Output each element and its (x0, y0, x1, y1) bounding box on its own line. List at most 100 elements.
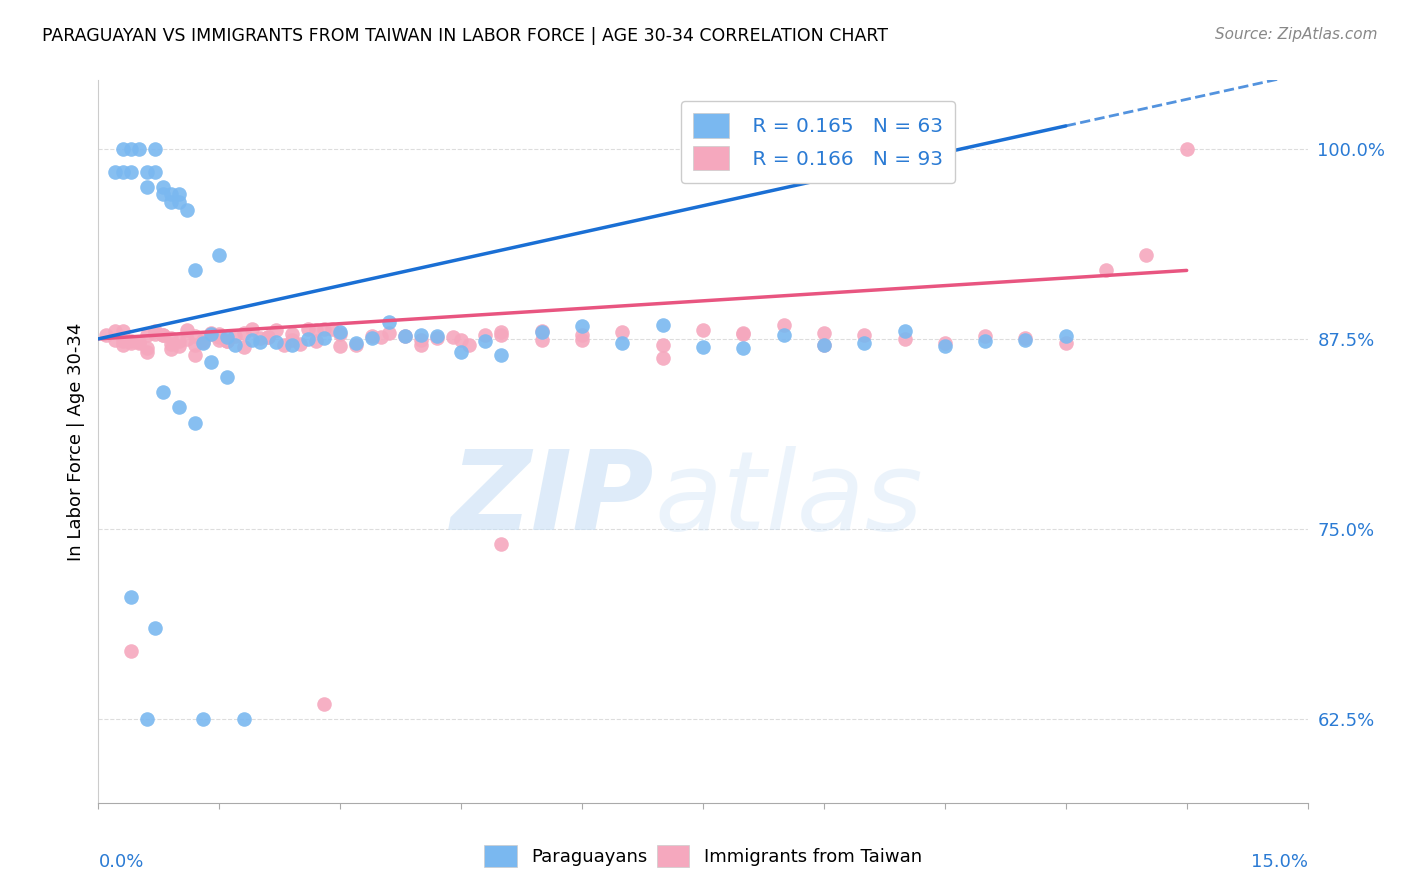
Point (321, 322, 343, 336)
Point (184, 263, 207, 277)
Point (1095, 263, 1118, 277)
Point (377, 326, 399, 341)
Point (167, 339, 190, 353)
Point (103, 324, 125, 338)
Point (200, 326, 222, 341)
Point (111, 142, 134, 156)
Point (491, 537, 513, 551)
Point (530, 324, 553, 338)
Point (143, 164, 166, 178)
Text: atlas: atlas (655, 446, 924, 553)
Point (167, 194, 190, 209)
Point (692, 340, 714, 354)
Point (813, 337, 835, 351)
Point (200, 354, 222, 368)
Point (530, 333, 553, 347)
Point (167, 187, 190, 202)
Point (160, 337, 183, 351)
Point (370, 330, 392, 344)
Point (934, 336, 956, 351)
Point (152, 327, 174, 342)
Point (893, 332, 915, 346)
Point (733, 327, 755, 342)
Point (224, 338, 246, 352)
Point (264, 335, 287, 350)
Point (305, 323, 328, 337)
Point (128, 334, 150, 349)
Point (256, 330, 278, 344)
Point (120, 142, 142, 156)
Point (176, 202, 198, 217)
Point (111, 324, 134, 338)
Point (772, 318, 794, 333)
Point (249, 334, 271, 349)
Point (934, 339, 956, 353)
Point (128, 142, 150, 156)
Point (120, 334, 142, 348)
Point (208, 334, 231, 348)
Point (143, 142, 166, 156)
Point (458, 338, 481, 352)
Point (344, 336, 367, 351)
Point (120, 643, 142, 657)
Point (571, 333, 593, 347)
Point (612, 325, 634, 339)
Point (813, 326, 835, 340)
Point (571, 327, 593, 342)
Point (1054, 329, 1077, 343)
Point (974, 334, 997, 348)
Point (377, 315, 399, 329)
Point (1135, 248, 1157, 262)
Point (152, 187, 174, 202)
Text: 15.0%: 15.0% (1250, 854, 1308, 871)
Y-axis label: In Labor Force | Age 30-34: In Labor Force | Age 30-34 (66, 322, 84, 561)
Point (143, 621, 166, 635)
Point (692, 323, 714, 337)
Point (128, 335, 150, 350)
Point (288, 336, 311, 351)
Point (409, 328, 432, 343)
Point (193, 712, 215, 726)
Point (152, 327, 174, 342)
Point (135, 342, 157, 356)
Point (256, 330, 278, 344)
Point (208, 326, 231, 341)
Point (111, 334, 134, 348)
Point (232, 712, 254, 726)
Point (193, 333, 215, 347)
Point (160, 187, 183, 202)
Point (297, 332, 319, 346)
Point (1175, 142, 1198, 156)
Point (217, 334, 239, 348)
Point (217, 334, 239, 348)
Point (571, 318, 593, 333)
Point (160, 342, 183, 356)
Point (143, 327, 166, 342)
Legend:  R = 0.165   N = 63,  R = 0.166   N = 93: R = 0.165 N = 63, R = 0.166 N = 93 (681, 101, 955, 183)
Point (135, 164, 157, 178)
Point (184, 329, 207, 343)
Point (120, 335, 142, 350)
Point (240, 333, 263, 347)
Point (394, 329, 416, 343)
Text: ZIP: ZIP (451, 446, 655, 553)
Point (297, 322, 319, 336)
Point (152, 385, 174, 400)
Point (96, 328, 118, 343)
Point (813, 338, 835, 352)
Point (240, 322, 263, 336)
Point (176, 332, 198, 346)
Point (281, 326, 304, 341)
Point (232, 326, 254, 341)
Point (612, 335, 634, 350)
Point (217, 330, 239, 344)
Point (281, 338, 304, 352)
Point (103, 164, 125, 178)
Point (441, 329, 464, 343)
Point (491, 348, 513, 362)
Point (853, 335, 876, 350)
Point (474, 334, 496, 348)
Point (329, 325, 352, 339)
Point (530, 326, 553, 340)
Point (491, 325, 513, 339)
